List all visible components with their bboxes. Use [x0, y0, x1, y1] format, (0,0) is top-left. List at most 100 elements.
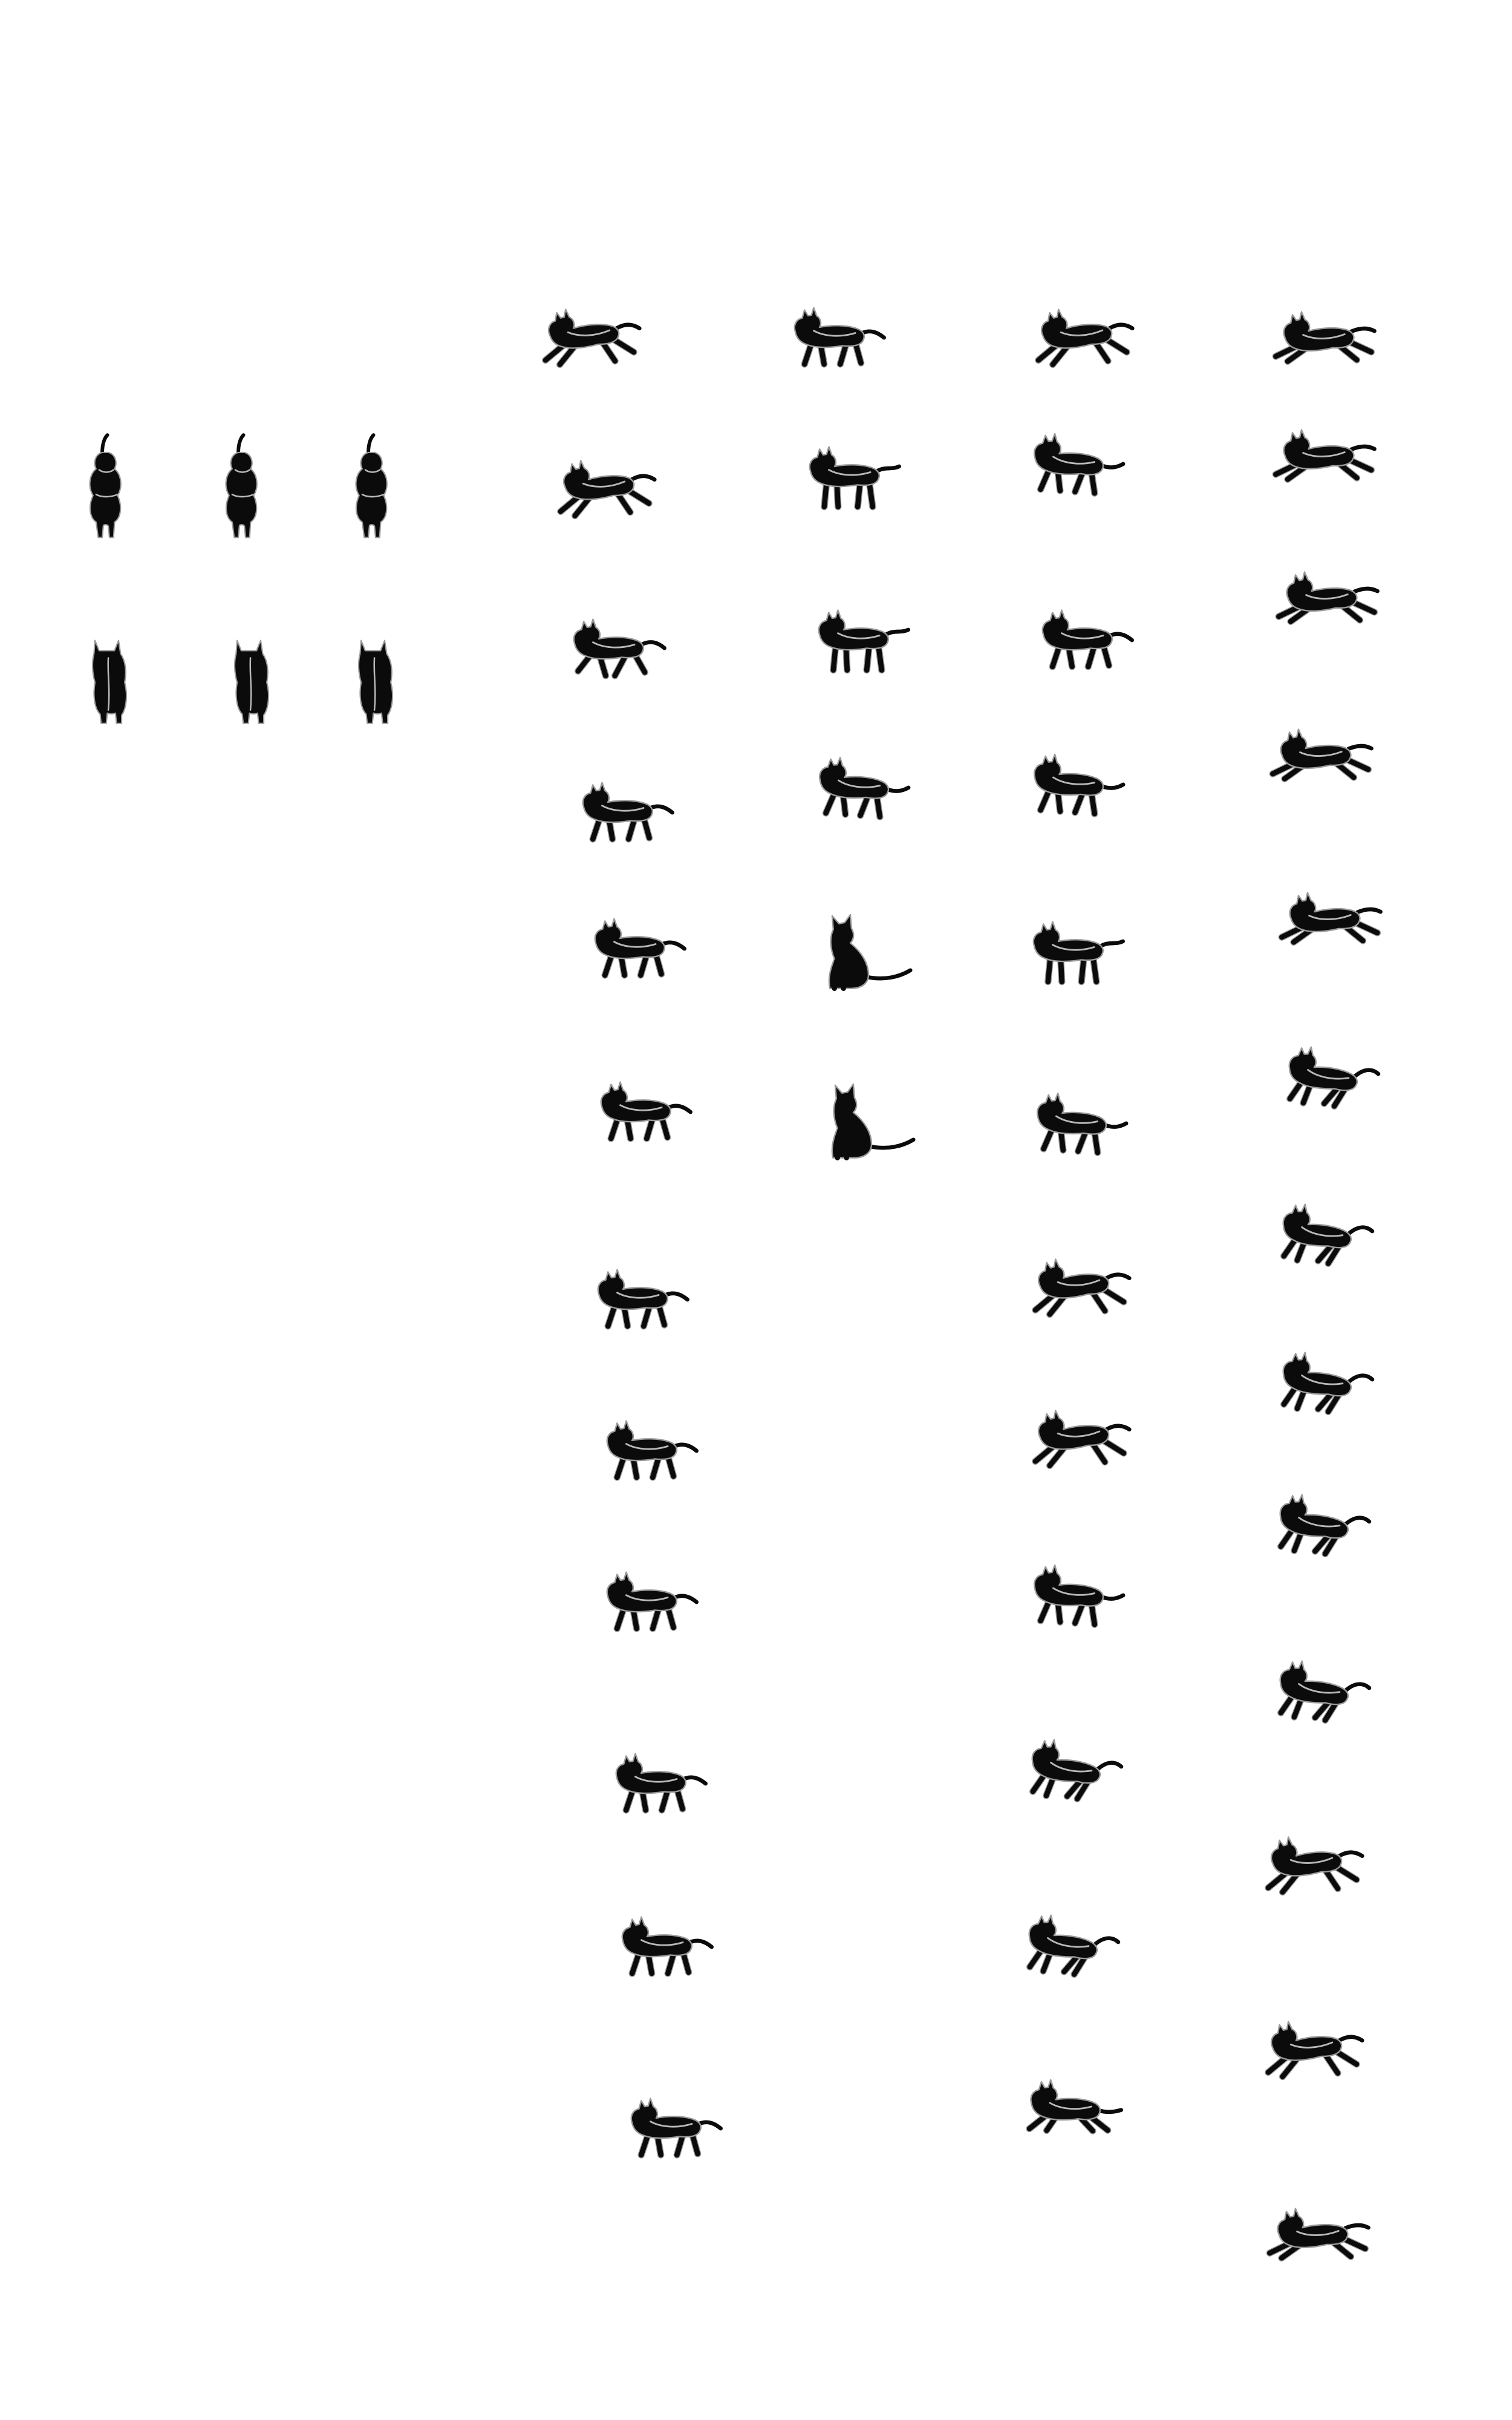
cat-body	[355, 451, 388, 538]
cat-body	[1032, 921, 1104, 963]
cat-column-1-frame-2	[557, 460, 657, 520]
cat-column-3-frame-9	[1034, 1564, 1126, 1628]
cat-tail	[860, 329, 886, 340]
cat-tail	[1349, 444, 1377, 452]
cat-tail	[875, 464, 901, 473]
cat-view-front-frame-3	[358, 639, 394, 724]
cat-tail	[1092, 1936, 1121, 1947]
cat-view-back-frame-3	[355, 433, 388, 538]
cat-tail	[1107, 322, 1135, 331]
cat-column-3-frame-8	[1032, 1410, 1132, 1470]
cat-body	[1030, 2079, 1101, 2121]
cat-tail	[367, 433, 376, 454]
cat-tail	[629, 474, 657, 482]
cat-tail	[1346, 1225, 1375, 1236]
cat-body	[1034, 753, 1104, 796]
cat-body	[809, 446, 880, 488]
cat-column-1-frame-8	[606, 1420, 699, 1481]
cat-tail	[1346, 1373, 1375, 1384]
cat-column-1-frame-4	[582, 782, 674, 843]
cat-column-4-frame-11	[1265, 1836, 1364, 1896]
cat-body	[1040, 309, 1113, 349]
cat-column-3-frame-5	[1032, 921, 1125, 986]
cat-column-4-frame-8	[1280, 1352, 1375, 1416]
cat-tail	[660, 940, 686, 951]
cat-column-4-frame-3	[1275, 571, 1380, 625]
cat-view-back-frame-1	[89, 433, 122, 538]
cat-column-1-frame-3	[573, 618, 666, 679]
cat-column-3-frame-1	[1035, 309, 1135, 368]
cat-column-3-frame-3	[1041, 609, 1134, 670]
cat-body	[573, 618, 644, 660]
cat-tail	[1343, 1516, 1372, 1526]
cat-tail	[236, 433, 246, 454]
cat-body	[1270, 1836, 1343, 1877]
cat-tail	[614, 322, 642, 331]
cat-column-2-frame-1	[793, 307, 886, 368]
cat-body	[606, 1420, 677, 1462]
cat-body	[1277, 2208, 1349, 2249]
cat-column-4-frame-13	[1266, 2208, 1370, 2261]
cat-tail	[884, 627, 910, 636]
cat-tail	[673, 1442, 699, 1453]
cat-column-4-frame-12	[1265, 2021, 1364, 2081]
cat-tail	[1337, 1850, 1364, 1859]
cat-column-1-frame-5	[594, 918, 686, 979]
cat-column-3-frame-12	[1026, 2079, 1124, 2134]
cat-tail	[100, 433, 109, 454]
cat-body	[630, 2098, 702, 2139]
cat-column-1-frame-12	[630, 2098, 723, 2159]
cat-column-3-frame-10	[1029, 1739, 1124, 1803]
cat-tail	[1096, 2108, 1124, 2114]
cat-column-4-frame-9	[1277, 1494, 1372, 1558]
cat-column-4-frame-10	[1277, 1660, 1372, 1724]
cat-column-3-frame-4	[1034, 753, 1126, 817]
cat-column-2-frame-2	[809, 446, 901, 511]
cat-tail	[1099, 939, 1125, 948]
cat-column-4-frame-6	[1286, 1046, 1381, 1110]
cat-body	[1280, 728, 1352, 770]
cat-body	[1037, 1092, 1107, 1135]
cat-column-3-frame-6	[1037, 1092, 1129, 1156]
cat-tail	[1346, 744, 1374, 751]
cat-body	[828, 914, 870, 989]
cat-body	[818, 609, 889, 651]
cat-view-back-frame-2	[225, 433, 258, 538]
cat-tail	[868, 1137, 916, 1150]
cat-tail	[697, 2120, 723, 2131]
cat-column-1-frame-10	[615, 1753, 708, 1814]
cat-column-4-frame-5	[1278, 892, 1383, 946]
cat-column-4-frame-2	[1272, 429, 1377, 483]
cat-tail	[1352, 586, 1380, 594]
cat-column-4-frame-7	[1280, 1203, 1375, 1267]
cat-column-4-frame-4	[1269, 728, 1374, 782]
cat-column-1-frame-11	[621, 1916, 714, 1977]
cat-tail	[1343, 1682, 1372, 1693]
cat-view-front-frame-2	[234, 639, 270, 724]
cat-column-3-frame-7	[1032, 1258, 1132, 1318]
cat-body	[1037, 1258, 1110, 1299]
cat-tail	[1352, 1068, 1381, 1079]
cat-body	[582, 782, 653, 823]
cat-tail	[666, 1104, 692, 1114]
cat-body	[1283, 311, 1355, 352]
cat-tail	[682, 1775, 708, 1786]
cat-tail	[663, 1291, 689, 1302]
cat-column-1-frame-7	[597, 1269, 689, 1330]
cat-column-2-frame-5	[828, 914, 913, 991]
cat-body	[1286, 571, 1358, 612]
cat-body	[1034, 433, 1104, 476]
cat-view-front-frame-1	[92, 639, 128, 724]
cat-column-1-frame-9	[606, 1571, 699, 1632]
cat-body	[831, 1083, 873, 1159]
cat-body	[547, 309, 620, 349]
cat-body	[793, 307, 865, 348]
cat-column-3-frame-2	[1034, 433, 1126, 497]
cat-body	[358, 639, 394, 724]
cat-tail	[688, 1938, 714, 1949]
cat-body	[819, 756, 890, 799]
cat-body	[1037, 1410, 1110, 1450]
cat-body	[1270, 2021, 1343, 2061]
cat-body	[615, 1753, 686, 1794]
cat-tail	[865, 968, 913, 981]
